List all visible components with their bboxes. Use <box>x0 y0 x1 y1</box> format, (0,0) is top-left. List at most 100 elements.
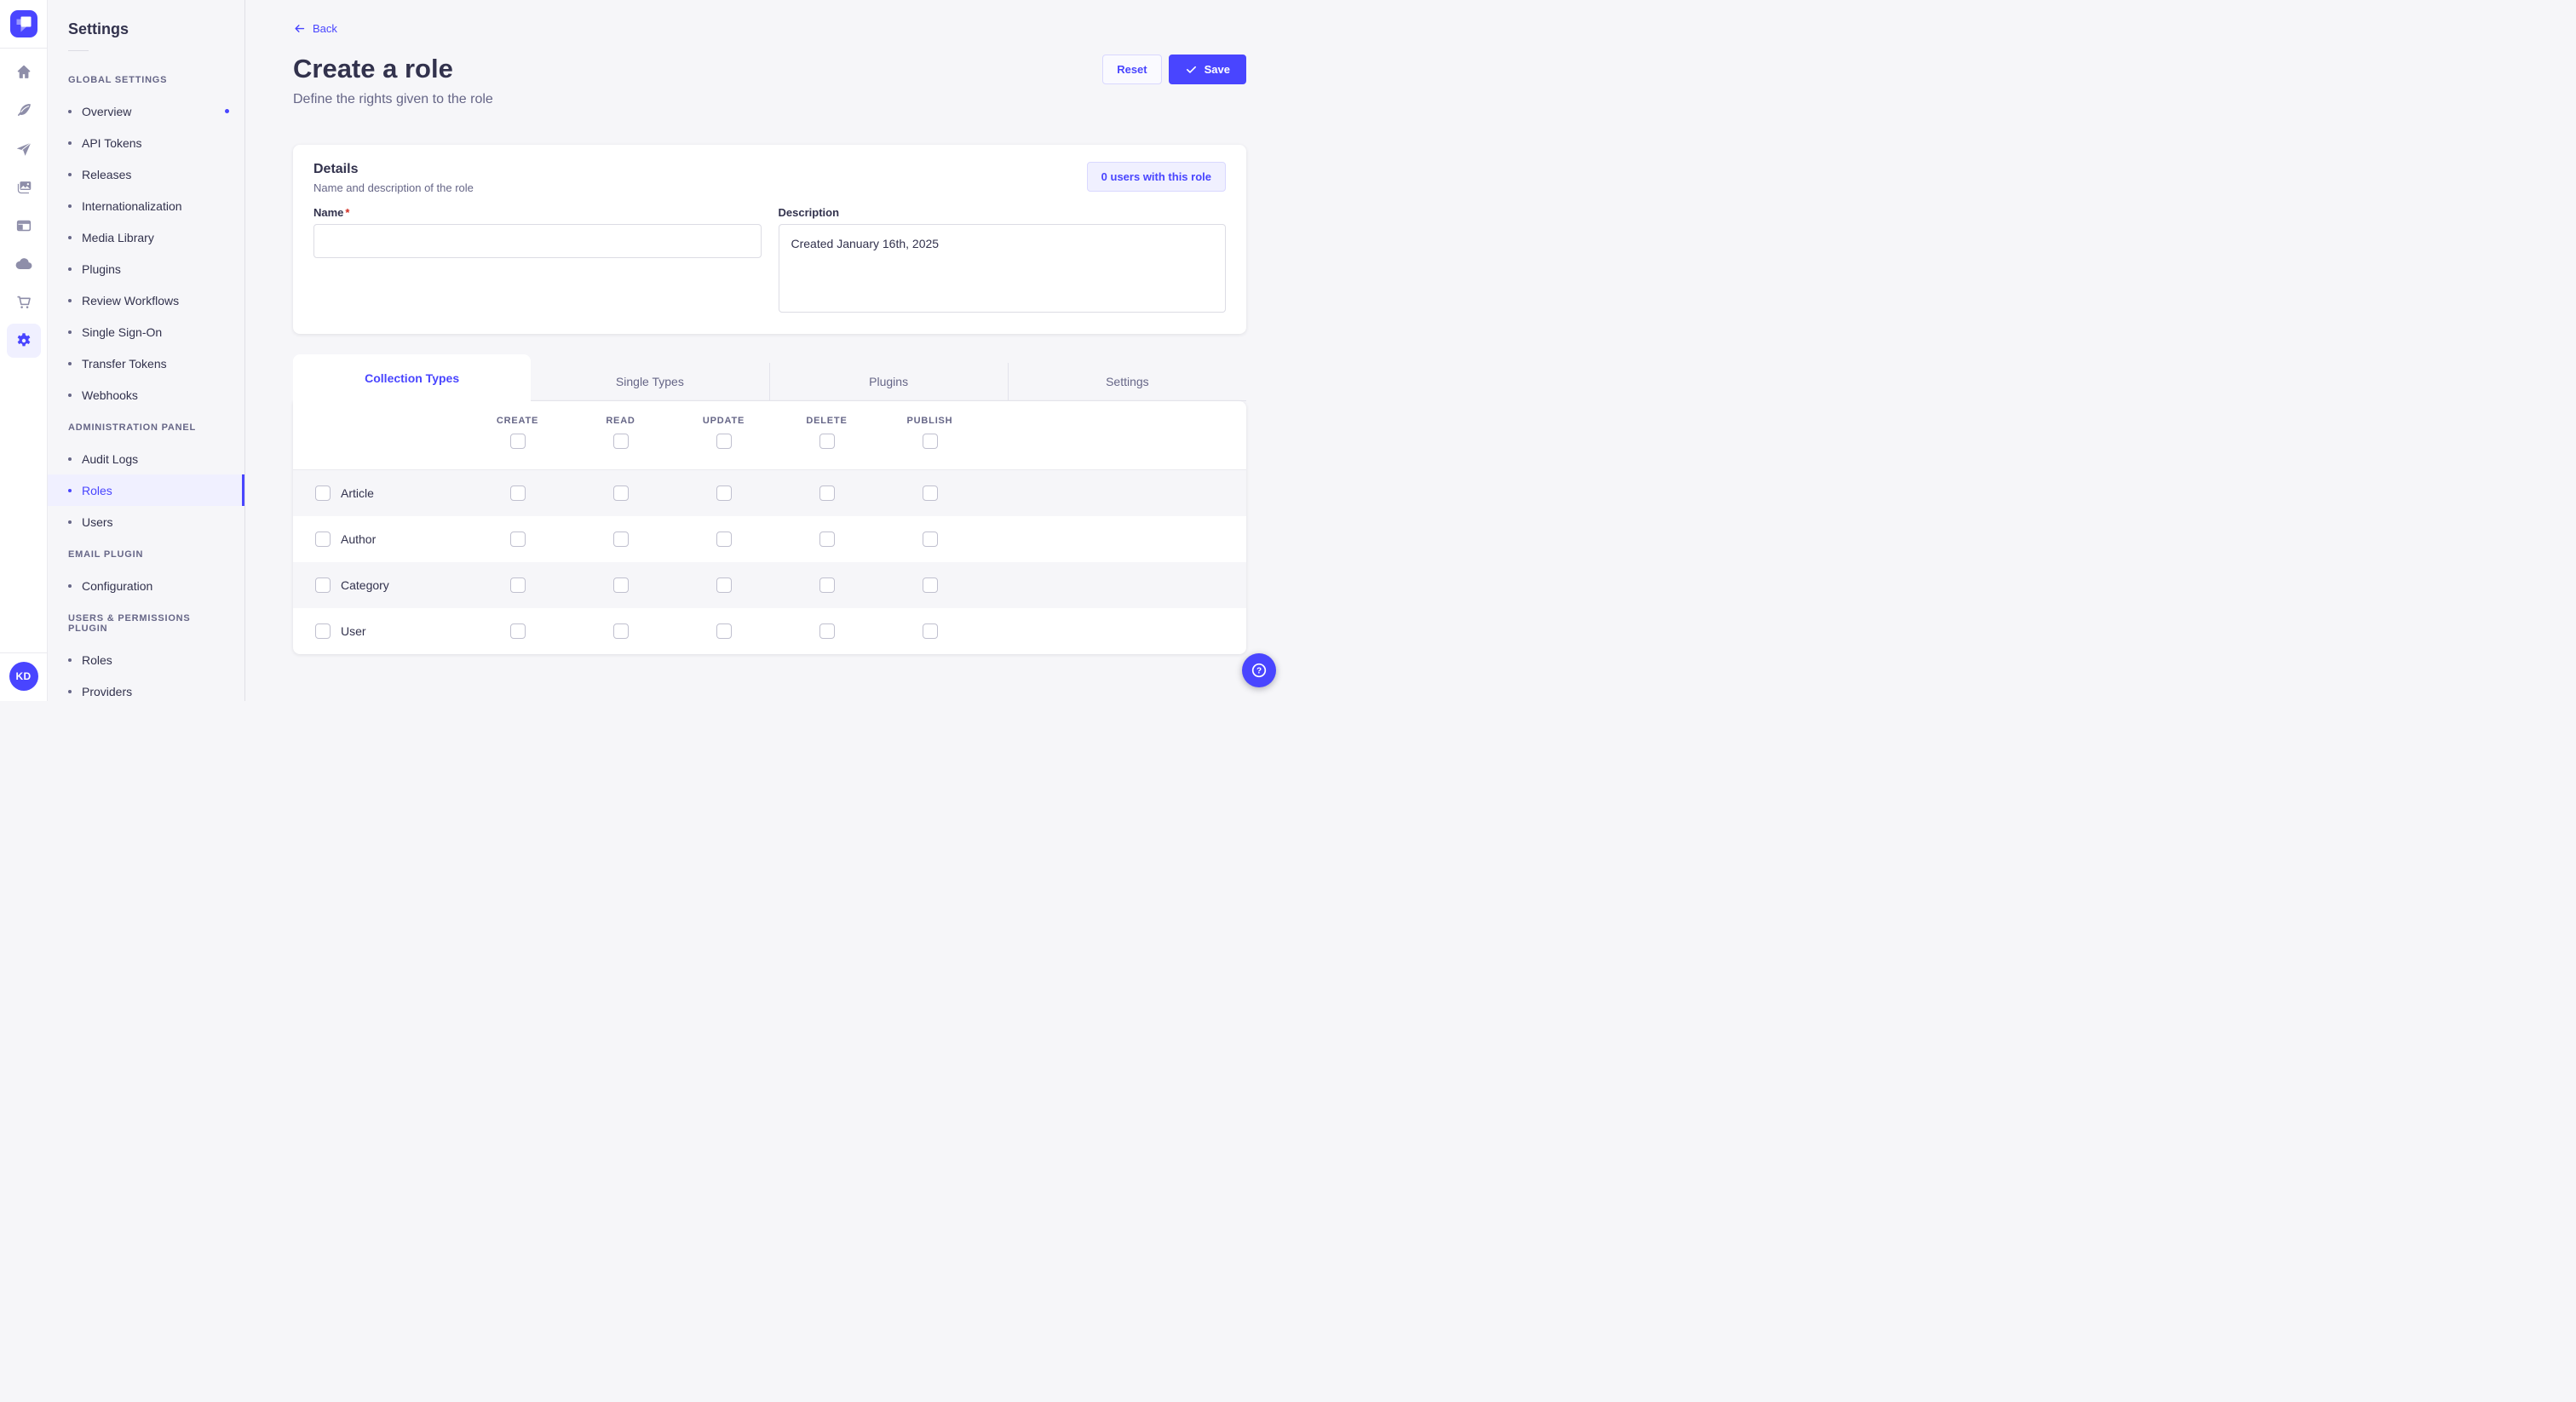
sidebar-item-audit-logs[interactable]: Audit Logs <box>48 443 244 474</box>
table-body: Article Author <box>293 470 1246 654</box>
sidebar-item-label: Roles <box>82 483 112 497</box>
permission-cell <box>775 486 878 501</box>
nav-deploy-button[interactable] <box>7 132 41 166</box>
sidebar-item-media-library[interactable]: Media Library <box>48 221 244 253</box>
column-header-label: UPDATE <box>702 416 745 426</box>
tab-collection-types[interactable]: Collection Types <box>293 354 532 401</box>
author-update-checkbox[interactable] <box>716 531 732 547</box>
back-link[interactable]: Back <box>293 22 337 35</box>
nav-settings-button[interactable] <box>6 324 41 358</box>
nav-home-button[interactable] <box>7 55 41 89</box>
category-publish-checkbox[interactable] <box>922 577 938 593</box>
table-row-article: Article <box>293 470 1246 516</box>
sidebar-section-items: Audit Logs Roles Users <box>48 443 244 537</box>
sidebar-item-label: Webhooks <box>82 388 138 402</box>
sidebar-item-label: Internationalization <box>82 198 182 213</box>
nav-purchase-button[interactable] <box>7 285 41 319</box>
article-publish-checkbox[interactable] <box>922 486 938 501</box>
sidebar-item-configuration[interactable]: Configuration <box>48 570 244 601</box>
user-select-checkbox[interactable] <box>315 623 331 639</box>
user-publish-checkbox[interactable] <box>922 623 938 639</box>
author-create-checkbox[interactable] <box>509 531 526 547</box>
bullet-icon <box>68 141 72 145</box>
category-create-checkbox[interactable] <box>509 577 526 593</box>
user-delete-checkbox[interactable] <box>819 623 835 639</box>
header-column: DELETE <box>775 401 878 469</box>
details-subtitle: Name and description of the role <box>313 181 474 194</box>
permission-cell <box>672 531 775 547</box>
select-all-read-checkbox[interactable] <box>612 434 629 449</box>
nav-layout-button[interactable] <box>7 209 41 243</box>
description-textarea[interactable]: Created January 16th, 2025 <box>778 224 1226 313</box>
tab-settings[interactable]: Settings <box>1007 363 1246 401</box>
article-read-checkbox[interactable] <box>612 486 629 501</box>
strapi-logo[interactable] <box>9 10 37 37</box>
sidebar-item-users[interactable]: Users <box>48 506 244 537</box>
article-select-checkbox[interactable] <box>315 486 331 501</box>
permission-cell <box>775 531 878 547</box>
article-delete-checkbox[interactable] <box>819 486 835 501</box>
author-publish-checkbox[interactable] <box>922 531 938 547</box>
sidebar-item-roles[interactable]: Roles <box>48 644 244 675</box>
sidebar-item-webhooks[interactable]: Webhooks <box>48 379 244 411</box>
avatar[interactable]: KD <box>9 662 38 691</box>
details-card: Details Name and description of the role… <box>293 145 1246 334</box>
nav-content-button[interactable] <box>7 94 41 128</box>
sidebar-item-overview[interactable]: Overview <box>48 95 244 127</box>
article-create-checkbox[interactable] <box>509 486 526 501</box>
sidebar-item-label: Releases <box>82 167 132 181</box>
author-read-checkbox[interactable] <box>612 531 629 547</box>
sidebar-item-review-workflows[interactable]: Review Workflows <box>48 284 244 316</box>
category-read-checkbox[interactable] <box>612 577 629 593</box>
permission-cell <box>672 486 775 501</box>
tab-label: Settings <box>1106 375 1149 388</box>
sidebar-item-label: Media Library <box>82 230 154 244</box>
save-button[interactable]: Save <box>1168 54 1246 84</box>
select-all-publish-checkbox[interactable] <box>922 434 938 449</box>
sidebar-item-roles[interactable]: Roles <box>48 474 244 506</box>
nav-media-button[interactable] <box>7 170 41 204</box>
category-select-checkbox[interactable] <box>315 577 331 593</box>
sidebar-section-items: Configuration <box>48 570 244 601</box>
sidebar-item-releases[interactable]: Releases <box>48 158 244 190</box>
bullet-icon <box>68 204 72 208</box>
sidebar-item-label: Configuration <box>82 578 153 593</box>
permission-cell <box>569 577 672 593</box>
sidebar-item-plugins[interactable]: Plugins <box>48 253 244 284</box>
permissions-table: CREATE READ UPDATE DELETE PUBLISH Articl… <box>293 401 1246 654</box>
select-all-create-checkbox[interactable] <box>509 434 526 449</box>
sidebar-item-internationalization[interactable]: Internationalization <box>48 190 244 221</box>
required-asterisk: * <box>345 206 350 219</box>
row-label-cell: Author <box>293 531 466 547</box>
category-update-checkbox[interactable] <box>716 577 732 593</box>
nav-cloud-button[interactable] <box>7 247 41 281</box>
tab-plugins[interactable]: Plugins <box>768 363 1008 401</box>
help-button[interactable]: ? <box>1242 653 1276 687</box>
permissions-card: Collection Types Single Types Plugins Se… <box>293 354 1246 654</box>
sidebar-item-single-sign-on[interactable]: Single Sign-On <box>48 316 244 348</box>
permission-cell <box>878 623 981 639</box>
table-row-category: Category <box>293 562 1246 608</box>
select-all-delete-checkbox[interactable] <box>819 434 835 449</box>
sidebar-item-providers[interactable]: Providers <box>48 675 244 701</box>
user-update-checkbox[interactable] <box>716 623 732 639</box>
users-with-role-button[interactable]: 0 users with this role <box>1086 162 1226 192</box>
feather-icon <box>17 104 31 117</box>
details-header: Details Name and description of the role… <box>313 162 1226 194</box>
article-update-checkbox[interactable] <box>716 486 732 501</box>
user-create-checkbox[interactable] <box>509 623 526 639</box>
sidebar-item-api-tokens[interactable]: API Tokens <box>48 127 244 158</box>
sidebar-item-transfer-tokens[interactable]: Transfer Tokens <box>48 348 244 379</box>
tab-single-types[interactable]: Single Types <box>531 363 769 401</box>
reset-button[interactable]: Reset <box>1102 54 1162 84</box>
select-all-update-checkbox[interactable] <box>716 434 732 449</box>
column-header-label: READ <box>606 416 635 426</box>
sidebar-section: USERS & PERMISSIONS PLUGIN Roles Provide… <box>48 613 244 701</box>
name-input[interactable] <box>313 224 762 258</box>
sidebar-item-label: Transfer Tokens <box>82 356 167 371</box>
author-delete-checkbox[interactable] <box>819 531 835 547</box>
user-read-checkbox[interactable] <box>612 623 629 639</box>
author-select-checkbox[interactable] <box>315 531 331 547</box>
back-arrow-icon <box>295 25 305 32</box>
category-delete-checkbox[interactable] <box>819 577 835 593</box>
